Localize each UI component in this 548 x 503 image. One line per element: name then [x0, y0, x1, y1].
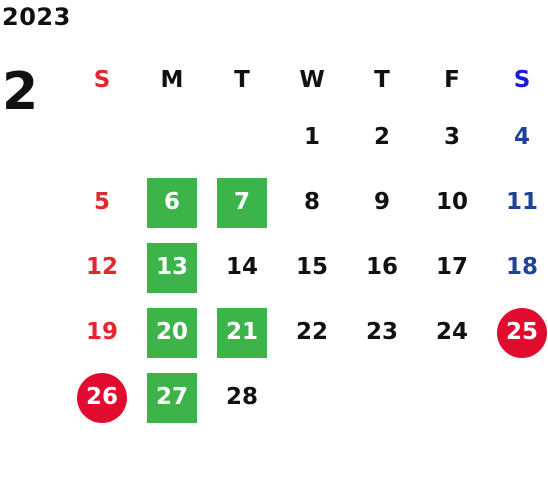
weekday-header-thursday: T — [374, 66, 390, 93]
day-cell[interactable]: 16 — [347, 235, 417, 300]
day-number-green-highlight: 7 — [217, 177, 267, 228]
day-number: 8 — [303, 189, 320, 215]
day-number: 23 — [365, 319, 398, 345]
day-cell[interactable]: 5 — [67, 170, 137, 235]
day-cell[interactable]: 19 — [67, 300, 137, 365]
day-cell[interactable]: 15 — [277, 235, 347, 300]
day-number: 14 — [225, 254, 258, 280]
day-number-green-highlight: 21 — [217, 307, 267, 358]
empty-day-cell — [277, 365, 347, 430]
day-cell[interactable]: 25 — [487, 300, 548, 365]
day-cell[interactable]: 20 — [137, 300, 207, 365]
day-cell[interactable]: 4 — [487, 105, 548, 170]
day-number: 12 — [85, 254, 118, 280]
day-cell[interactable]: 24 — [417, 300, 487, 365]
day-number: 4 — [513, 124, 530, 150]
day-cell[interactable]: 6 — [137, 170, 207, 235]
day-cell[interactable]: 27 — [137, 365, 207, 430]
day-cell[interactable]: 17 — [417, 235, 487, 300]
day-cell[interactable]: 11 — [487, 170, 548, 235]
empty-day-cell — [417, 365, 487, 430]
empty-day-cell — [137, 105, 207, 170]
day-number: 22 — [295, 319, 328, 345]
day-cell[interactable]: 23 — [347, 300, 417, 365]
day-cell[interactable]: 8 — [277, 170, 347, 235]
day-number: 16 — [365, 254, 398, 280]
day-number: 1 — [303, 124, 320, 150]
day-number: 11 — [505, 189, 538, 215]
day-cell[interactable]: 26 — [67, 365, 137, 430]
day-cell[interactable]: 14 — [207, 235, 277, 300]
day-number: 10 — [435, 189, 468, 215]
day-cell[interactable]: 2 — [347, 105, 417, 170]
day-cell[interactable]: 7 — [207, 170, 277, 235]
day-number: 19 — [85, 319, 118, 345]
empty-day-cell — [347, 365, 417, 430]
day-cell[interactable]: 1 — [277, 105, 347, 170]
day-cell[interactable]: 3 — [417, 105, 487, 170]
day-number: 5 — [93, 189, 110, 215]
weekday-header-monday: M — [160, 66, 184, 93]
day-number: 3 — [443, 124, 460, 150]
month-number: 2 — [2, 62, 39, 122]
day-number: 18 — [505, 254, 538, 280]
day-cell[interactable]: 9 — [347, 170, 417, 235]
weekday-header-sunday: S — [93, 66, 111, 93]
year-label: 2023 — [2, 3, 71, 31]
day-cell[interactable]: 13 — [137, 235, 207, 300]
day-number-red-highlight: 26 — [77, 372, 127, 423]
weekday-header-tuesday: T — [234, 66, 250, 93]
day-number-green-highlight: 20 — [147, 307, 197, 358]
weekday-header-friday: F — [444, 66, 460, 93]
day-cell[interactable]: 10 — [417, 170, 487, 235]
weekday-header-wednesday: W — [299, 66, 325, 93]
calendar-grid: S M T W T F S 1 2 3 4 5 6 7 8 9 10 11 12 13 14 15 16 17 1… — [67, 55, 548, 430]
empty-day-cell — [207, 105, 277, 170]
day-number: 17 — [435, 254, 468, 280]
empty-day-cell — [487, 365, 548, 430]
day-number: 24 — [435, 319, 468, 345]
weekday-header-saturday: S — [513, 66, 531, 93]
day-number: 9 — [373, 189, 390, 215]
day-number: 28 — [225, 384, 258, 410]
day-cell[interactable]: 28 — [207, 365, 277, 430]
day-cell[interactable]: 21 — [207, 300, 277, 365]
day-cell[interactable]: 22 — [277, 300, 347, 365]
day-number-green-highlight: 6 — [147, 177, 197, 228]
day-cell[interactable]: 12 — [67, 235, 137, 300]
day-number-red-highlight: 25 — [497, 307, 547, 358]
day-number-green-highlight: 13 — [147, 242, 197, 293]
day-number: 2 — [373, 124, 390, 150]
day-cell[interactable]: 18 — [487, 235, 548, 300]
day-number: 15 — [295, 254, 328, 280]
day-number-green-highlight: 27 — [147, 372, 197, 423]
empty-day-cell — [67, 105, 137, 170]
